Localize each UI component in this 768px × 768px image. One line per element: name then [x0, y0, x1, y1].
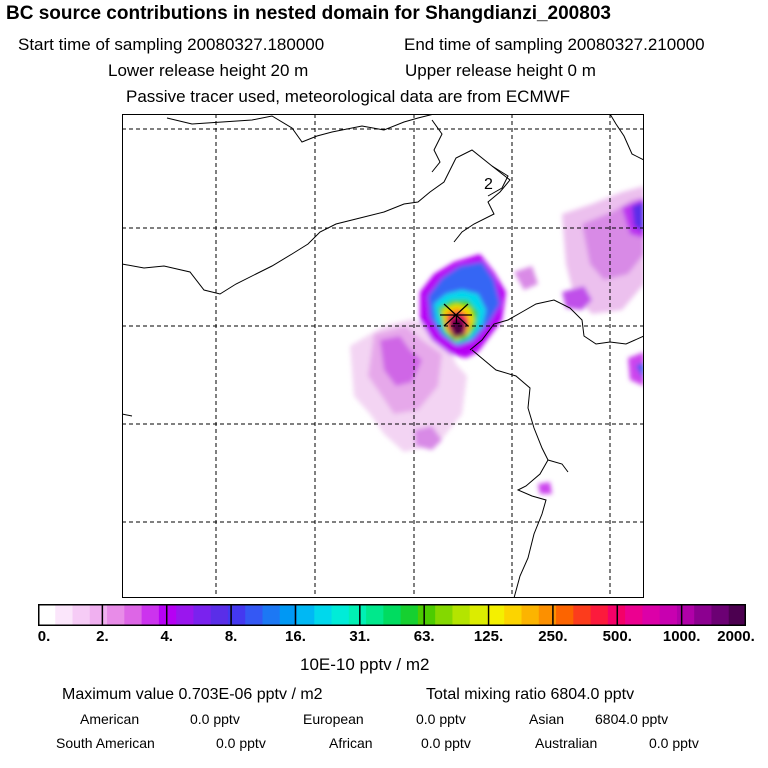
total-mixing-ratio-label: Total mixing ratio 6804.0 pptv: [426, 686, 635, 703]
colorbar-swatch: [331, 604, 350, 626]
marker-label-2: 2: [484, 176, 493, 193]
colorbar-swatch: [107, 604, 125, 626]
colorbar-unit-label: 10E-10 pptv / m2: [300, 655, 430, 674]
colorbar-swatch: [176, 604, 194, 626]
maximum-value-label: Maximum value 0.703E-06 pptv / m2: [62, 686, 323, 703]
colorbar-swatch: [625, 604, 643, 626]
colorbar-tick-label: 125.: [473, 628, 504, 645]
colorbar-swatch: [297, 604, 315, 626]
contribution-value-south-american: 0.0 pptv: [216, 735, 266, 751]
colorbar-swatch: [711, 604, 730, 626]
colorbar-swatch: [366, 604, 384, 626]
colorbar-tick-label: 63.: [413, 628, 435, 645]
colorbar-swatch: [417, 604, 436, 626]
page-title: BC source contributions in nested domain…: [6, 3, 611, 24]
contribution-region-european: European: [303, 711, 364, 727]
colorbar-tick-label: 16.: [285, 628, 306, 645]
map-border: [122, 114, 644, 598]
colorbar-swatch: [452, 604, 471, 626]
colorbar-tick-label: 2000.: [717, 628, 755, 645]
map-panel: 1 2: [122, 114, 644, 598]
lat-lon-grid: [122, 114, 644, 598]
contribution-region-american: American: [80, 711, 140, 727]
contribution-value-american: 0.0 pptv: [190, 711, 240, 727]
colorbar-swatch: [400, 604, 419, 626]
colorbar-tick-label: 8.: [224, 628, 238, 645]
colorbar-swatch: [262, 604, 281, 626]
colorbar-tick-label: 500.: [602, 628, 632, 645]
colorbar-swatch: [124, 604, 143, 626]
colorbar-swatch: [728, 604, 746, 626]
marker-label-1: 1: [452, 311, 460, 328]
colorbar-swatch: [676, 604, 695, 626]
colorbar-tick-label: 1000.: [662, 628, 701, 645]
colorbar-swatch: [279, 604, 298, 626]
plume-east-edge: [628, 352, 644, 386]
colorbar-swatch: [383, 604, 402, 626]
colorbar: [38, 604, 746, 626]
plume-core-max: [452, 320, 464, 336]
colorbar-swatch: [348, 604, 367, 626]
contribution-value-african: 0.0 pptv: [421, 735, 471, 751]
colorbar-swatch: [573, 604, 592, 626]
colorbar-swatch: [556, 604, 574, 626]
tracer-note: Passive tracer used, meteorological data…: [126, 87, 571, 106]
plume-purple-west: [380, 336, 422, 386]
plume-east-blob: [562, 286, 592, 310]
colorbar-tick-label: 31.: [349, 628, 371, 645]
contribution-value-australian: 0.0 pptv: [649, 735, 699, 751]
colorbar-tick-label: 4.: [160, 628, 173, 645]
contribution-region-australian: Australian: [535, 735, 598, 751]
colorbar-swatch: [227, 604, 246, 626]
contribution-region-asian: Asian: [529, 711, 565, 727]
contribution-value-asian: 6804.0 pptv: [595, 711, 669, 727]
colorbar-swatch: [486, 604, 505, 626]
colorbar-swatch: [314, 604, 333, 626]
colorbar-swatch: [538, 604, 557, 626]
receptor-marker: [440, 303, 472, 327]
colorbar-swatch: [89, 604, 108, 626]
contribution-region-south-american: South American: [56, 735, 155, 751]
contribution-region-african: African: [329, 735, 373, 751]
plume-east-edge-blue: [636, 362, 644, 380]
coastlines: [122, 114, 644, 598]
plume-purple-south: [414, 426, 442, 450]
colorbar-border: [38, 604, 746, 626]
colorbar-swatch: [694, 604, 712, 626]
colorbar-swatch: [469, 604, 488, 626]
colorbar-swatch: [642, 604, 661, 626]
colorbar-swatch: [210, 604, 229, 626]
contribution-value-european: 0.0 pptv: [416, 711, 466, 727]
end-time-label: End time of sampling 20080327.210000: [404, 35, 705, 54]
colorbar-swatch: [141, 604, 160, 626]
plume-south-speck: [538, 482, 552, 494]
lower-release-label: Lower release height 20 m: [108, 61, 309, 80]
colorbar-swatch: [55, 604, 74, 626]
colorbar-swatch: [521, 604, 540, 626]
start-time-label: Start time of sampling 20080327.180000: [18, 35, 325, 54]
colorbar-swatch: [435, 604, 453, 626]
colorbar-swatch: [158, 604, 177, 626]
colorbar-swatch: [245, 604, 263, 626]
plume-east-blob-2: [514, 266, 538, 290]
plume-northeast-blue: [632, 202, 644, 232]
colorbar-tick-label: 250.: [538, 628, 568, 645]
colorbar-swatch: [590, 604, 609, 626]
upper-release-label: Upper release height 0 m: [405, 61, 596, 80]
colorbar-swatch: [193, 604, 212, 626]
colorbar-swatch: [504, 604, 523, 626]
colorbar-swatch: [72, 604, 91, 626]
colorbar-tick-label: 0.: [37, 628, 51, 645]
colorbar-tick-label: 2.: [96, 628, 109, 645]
colorbar-swatch: [659, 604, 678, 626]
concentration-field: [350, 186, 644, 494]
colorbar-swatch: [38, 604, 56, 626]
